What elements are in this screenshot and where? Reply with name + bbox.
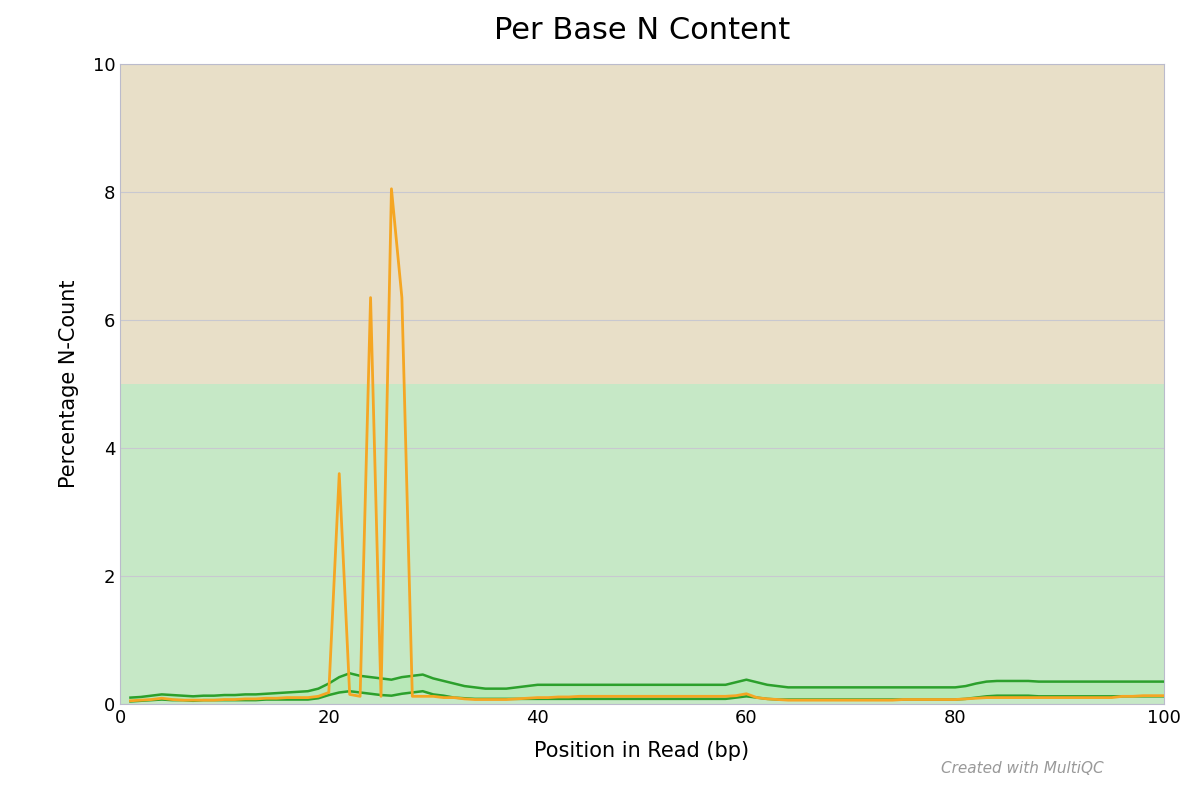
X-axis label: Position in Read (bp): Position in Read (bp): [534, 741, 750, 761]
Text: Created with MultiQC: Created with MultiQC: [941, 761, 1104, 776]
Bar: [120, 384, 1164, 704]
Bar: [120, 64, 1164, 384]
Y-axis label: Percentage N-Count: Percentage N-Count: [59, 280, 79, 488]
Title: Per Base N Content: Per Base N Content: [494, 16, 790, 45]
